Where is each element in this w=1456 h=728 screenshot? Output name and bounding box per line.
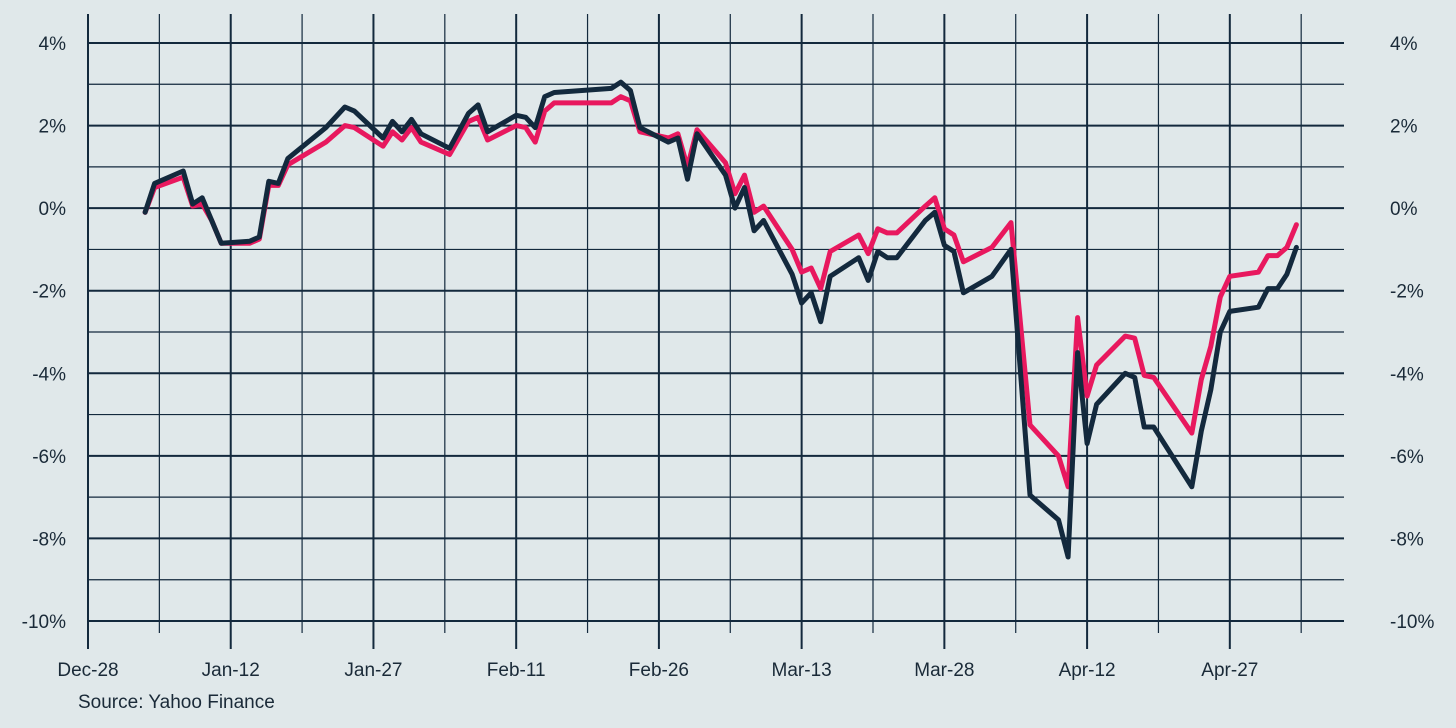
y-tick-label-right: -8% <box>1390 529 1424 550</box>
grid-lines <box>87 14 1344 649</box>
y-tick-label-right: -2% <box>1390 282 1424 303</box>
y-tick-label-left: -8% <box>32 529 66 550</box>
y-tick-label-right: -4% <box>1390 364 1424 385</box>
y-tick-label-left: 0% <box>39 199 67 220</box>
y-tick-label-left: -2% <box>32 282 66 303</box>
y-tick-label-left: -10% <box>22 612 66 633</box>
y-tick-label-right: 2% <box>1390 117 1418 138</box>
x-tick-label: Mar-13 <box>772 660 832 681</box>
series-lines <box>142 79 1299 560</box>
x-tick-label: Apr-12 <box>1059 660 1116 681</box>
y-tick-label-right: 4% <box>1390 34 1418 55</box>
x-tick-label: Mar-28 <box>914 660 974 681</box>
y-tick-label-left: 2% <box>39 117 67 138</box>
series-line-navy <box>142 79 1299 560</box>
x-tick-label: Feb-11 <box>487 660 546 681</box>
y-tick-label-left: -6% <box>32 447 66 468</box>
x-tick-label: Dec-28 <box>57 660 118 681</box>
y-tick-label-right: -6% <box>1390 447 1424 468</box>
source-label: Source: Yahoo Finance <box>78 692 275 713</box>
x-tick-label: Jan-27 <box>344 660 402 681</box>
x-tick-label: Apr-27 <box>1201 660 1258 681</box>
y-tick-label-left: 4% <box>39 34 67 55</box>
series-line-pink <box>142 94 1299 490</box>
x-tick-label: Jan-12 <box>202 660 260 681</box>
y-tick-label-right: -10% <box>1390 612 1434 633</box>
x-tick-label: Feb-26 <box>629 660 689 681</box>
y-tick-label-left: -4% <box>32 364 66 385</box>
y-tick-label-right: 0% <box>1390 199 1418 220</box>
tick-labels: Dec-28 Jan-12 Jan-27 Feb-11 Feb-26 Mar-13 Mar-… <box>22 34 1435 681</box>
